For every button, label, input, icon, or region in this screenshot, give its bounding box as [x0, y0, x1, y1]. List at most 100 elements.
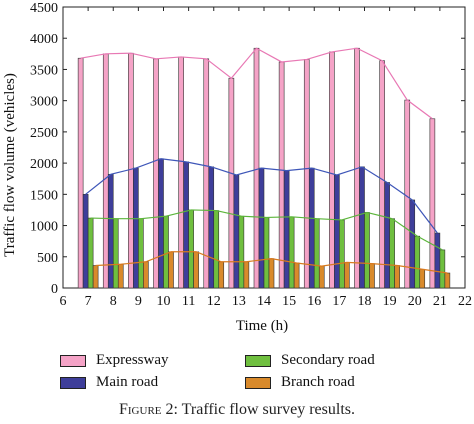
y-tick-label: 4500 [30, 1, 58, 16]
legend-item-main-road: Main road [60, 374, 158, 391]
bar-secondary-road [313, 218, 320, 289]
bar-secondary-road [87, 217, 94, 289]
line-secondary-road [90, 209, 443, 251]
bar-secondary-road [238, 215, 245, 289]
bar-secondary-road [364, 212, 370, 289]
y-tick-label: 3500 [30, 63, 58, 78]
x-tick-label: 18 [358, 294, 372, 309]
bar-main-road [308, 167, 315, 289]
bar-main-road [258, 167, 265, 289]
bar-branch-road [92, 265, 99, 289]
bar-main-road [183, 161, 189, 289]
bar-main-road [82, 194, 89, 289]
bar-secondary-road [112, 218, 119, 289]
bar-branch-road [193, 251, 199, 289]
x-tick-label: 21 [433, 294, 447, 309]
legend-item-expressway: Expressway [60, 352, 168, 369]
legend-item-branch-road: Branch road [245, 374, 355, 391]
x-tick-label: 11 [182, 294, 195, 309]
bar-secondary-road [288, 216, 295, 289]
bar-expressway [253, 47, 260, 289]
caption-text: Traffic flow survey results. [181, 401, 355, 418]
bar-branch-road [444, 272, 451, 289]
bar-secondary-road [163, 215, 169, 289]
bar-branch-road [243, 261, 250, 289]
traffic-flow-chart: 0 500 1000 1500 2000 2500 3000 3500 4000 4500 6 7 8 9… [2, 1, 472, 334]
legend: Expressway Main road Secondary road Branch … [60, 352, 420, 396]
bar-main-road [359, 166, 365, 289]
legend-item-secondary-road: Secondary road [245, 352, 375, 369]
legend-label: Secondary road [281, 352, 375, 368]
x-tick-label: 8 [110, 294, 117, 309]
bar-secondary-road [414, 235, 421, 289]
bar-expressway [303, 59, 310, 289]
bar-expressway [128, 52, 134, 289]
bar-expressway [429, 118, 436, 289]
y-tick-label: 3000 [30, 95, 58, 110]
x-tick-label: 14 [257, 294, 271, 309]
x-tick-label: 13 [232, 294, 246, 309]
bar-expressway [77, 57, 84, 289]
bar-expressway [203, 58, 210, 289]
bar-expressway [153, 58, 159, 289]
bar-secondary-road [213, 210, 220, 289]
bar-branch-road [293, 262, 300, 289]
x-tick-label: 15 [282, 294, 296, 309]
bar-branch-road [168, 251, 174, 289]
bar-secondary-road [263, 217, 270, 289]
y-tick-label: 500 [37, 251, 58, 266]
bar-branch-road [344, 262, 350, 289]
x-tick-label: 7 [85, 294, 92, 309]
x-tick-label: 19 [383, 294, 397, 309]
legend-label: Expressway [96, 352, 169, 368]
bar-main-road [208, 166, 215, 289]
y-tick-label: 1000 [30, 220, 58, 235]
line-main-road [85, 158, 438, 234]
bar-secondary-road [389, 218, 395, 289]
bar-branch-road [117, 263, 124, 289]
bar-branch-road [318, 265, 325, 289]
y-tick-label: 2500 [30, 126, 58, 141]
bar-main-road [107, 174, 114, 289]
bar-secondary-road [188, 209, 194, 289]
legend-swatch [60, 376, 86, 389]
x-tick-label: 17 [332, 294, 346, 309]
bar-main-road [334, 174, 340, 289]
x-tick-label: 9 [135, 294, 142, 309]
bar-main-road [283, 170, 290, 289]
x-tick-label: 10 [157, 294, 171, 309]
y-tick-label: 0 [51, 282, 58, 297]
bar-main-road [233, 174, 240, 289]
x-tick-label: 16 [307, 294, 321, 309]
bar-expressway [102, 53, 109, 289]
figure-caption: Figure 2: Traffic flow survey results. [0, 401, 474, 419]
line-branch-road [95, 251, 448, 274]
bar-expressway [178, 56, 184, 289]
bar-expressway [278, 61, 285, 289]
bar-expressway [404, 99, 411, 289]
bar-main-road [434, 232, 441, 289]
bar-expressway [329, 51, 335, 289]
bar-secondary-road [138, 218, 144, 289]
bar-main-road [133, 167, 139, 289]
bar-branch-road [268, 258, 275, 289]
x-tick-label: 22 [458, 294, 472, 309]
bar-expressway [228, 77, 235, 289]
line-expressway [80, 47, 433, 120]
bar-branch-road [218, 261, 225, 289]
x-tick-label: 12 [207, 294, 221, 309]
legend-label: Branch road [281, 374, 355, 390]
bar-secondary-road [339, 219, 345, 289]
bar-branch-road [394, 265, 400, 289]
x-axis-label: Time (h) [236, 318, 288, 334]
bar-main-road [158, 158, 164, 289]
bar-main-road [384, 182, 390, 289]
bar-secondary-road [439, 249, 446, 289]
bar-expressway [379, 60, 385, 289]
plot-area: 0 500 1000 1500 2000 2500 3000 3500 4000 4500 6 7 8 9… [30, 1, 472, 309]
legend-label: Main road [96, 374, 159, 390]
y-tick-label: 4000 [30, 32, 58, 47]
bar-branch-road [143, 261, 149, 289]
bar-branch-road [419, 268, 426, 289]
y-tick-label: 1500 [30, 188, 58, 203]
